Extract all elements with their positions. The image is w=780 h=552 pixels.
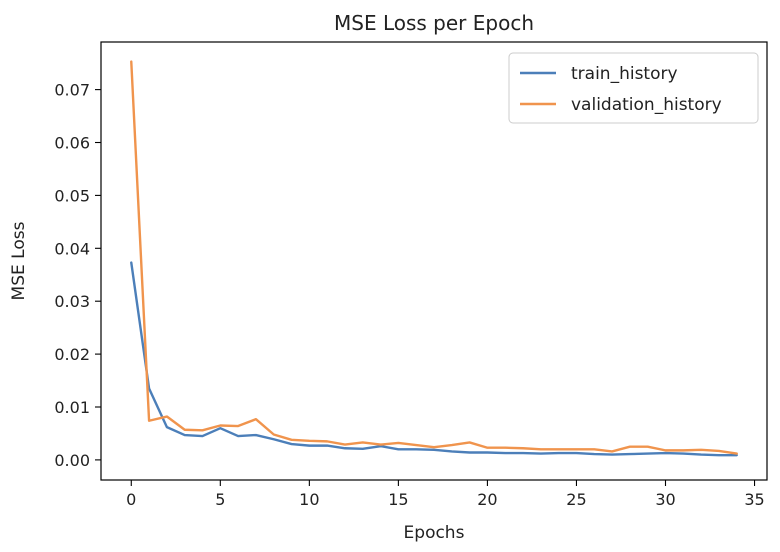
x-tick-label: 25 [566,490,586,509]
y-tick-label: 0.05 [54,186,90,205]
y-axis-title: MSE Loss [9,221,29,300]
chart-title: MSE Loss per Epoch [334,11,534,35]
x-tick-label: 30 [655,490,675,509]
series-line-validation-history [130,60,738,455]
x-tick-label: 20 [477,490,497,509]
legend-box [508,52,759,124]
x-tick-label: 5 [215,490,225,509]
y-tick-label: 0.02 [54,345,90,364]
y-tick-label: 0.06 [54,134,90,153]
series-line-train-history [130,261,738,457]
legend: train_history validation_history [508,52,759,124]
x-axis: 0 5 10 15 20 25 30 35 [126,480,765,509]
y-tick-label: 0.03 [54,292,90,311]
y-tick-label: 0.07 [54,81,90,100]
legend-label-train-history: train_history [571,64,678,84]
legend-label-validation-history: validation_history [571,95,722,115]
y-tick-label: 0.04 [54,239,90,258]
x-tick-label: 35 [744,490,764,509]
x-axis-title: Epochs [404,523,465,543]
plot-frame [100,41,768,481]
x-tick-label: 15 [388,490,408,509]
y-tick-label: 0.01 [54,398,90,417]
y-tick-label: 0.00 [54,451,90,470]
x-tick-label: 10 [299,490,319,509]
x-tick-label: 0 [126,490,136,509]
y-axis: 0.00 0.01 0.02 0.03 0.04 0.05 0.06 0.07 [54,81,101,470]
